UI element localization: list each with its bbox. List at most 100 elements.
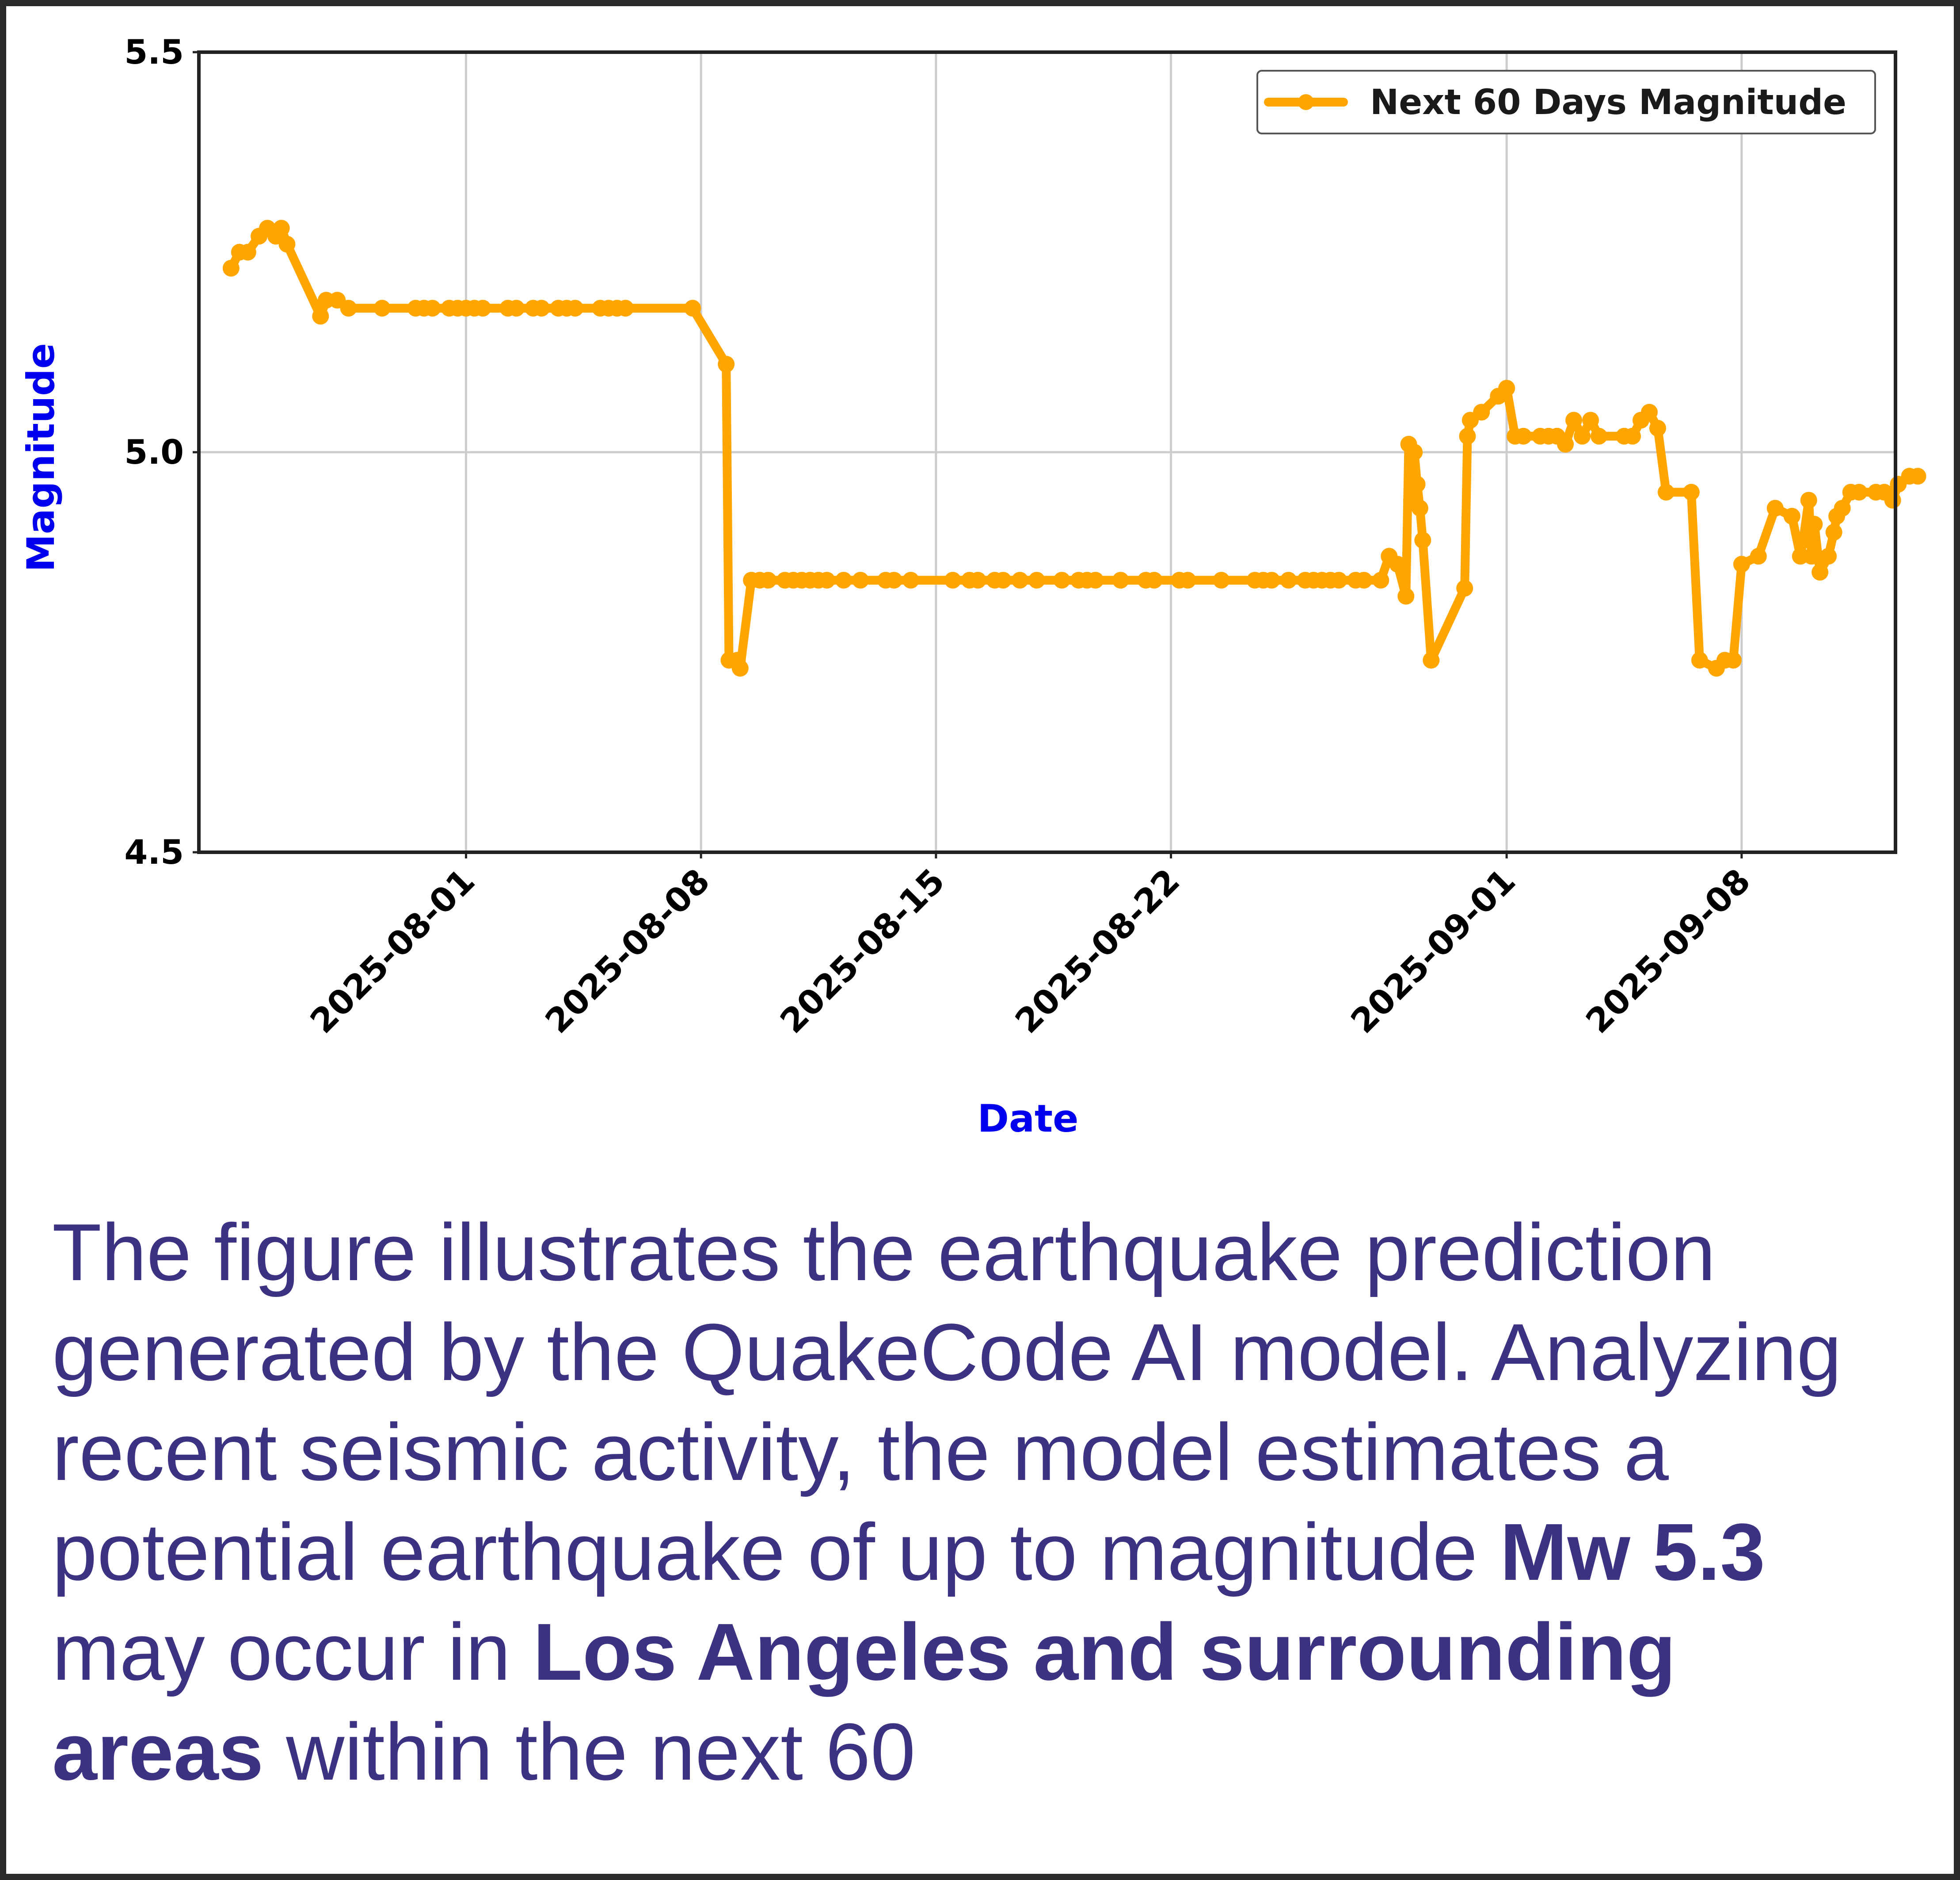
data-point [1820,548,1837,565]
data-point [1355,572,1373,589]
data-point [1795,532,1812,549]
data-point [1624,427,1641,445]
data-point [1408,476,1426,493]
data-point [1641,404,1658,421]
data-point [1825,524,1842,541]
data-point [1806,515,1823,533]
data-point [1658,484,1675,501]
data-point [1591,427,1607,445]
data-point [373,300,391,317]
data-point [1423,652,1440,669]
data-point [1574,427,1591,445]
data-point [902,572,919,589]
data-point [1812,564,1829,581]
data-point [684,300,701,317]
data-point [1456,580,1473,597]
data-point [222,259,240,277]
data-point [1389,556,1406,573]
data-point [1397,587,1415,605]
data-point [1724,652,1742,669]
data-point [1565,412,1583,429]
data-point [1498,380,1515,397]
data-point [1803,548,1820,565]
data-point [1280,572,1297,589]
data-point [1330,572,1347,589]
data-point [1750,548,1767,565]
data-point [1682,484,1700,501]
legend: Next 60 Days Magnitude [1256,70,1876,134]
data-point [1834,500,1851,517]
data-point [1146,572,1163,589]
data-point [1649,419,1666,437]
x-tick-label: 2025-09-08 [1578,861,1758,1041]
data-point [1112,572,1129,589]
x-tick-label: 2025-09-01 [1343,861,1523,1041]
legend-series-marker [1298,94,1314,110]
x-tick-label: 2025-08-22 [1008,861,1187,1041]
caption-location: Los Angeles and surrounding areas [52,1606,1676,1797]
data-point [994,572,1012,589]
data-point [1515,427,1532,445]
data-point [760,572,777,589]
data-point [1459,427,1476,445]
x-tick-label: 2025-08-01 [303,861,483,1041]
y-tick-label: 4.5 [124,832,184,872]
data-point [1800,492,1817,509]
data-point [835,572,852,589]
data-point [278,236,296,253]
data-point [1179,572,1196,589]
y-axis-title: Magnitude [19,343,63,572]
data-point [1053,572,1070,589]
data-point [1557,435,1574,453]
data-point [718,355,735,373]
caption-text: The figure illustrates the earthquake pr… [52,1202,1908,1802]
x-axis-title: Date [978,1097,1079,1141]
data-point [1766,500,1784,517]
y-tick-label: 5.0 [124,432,184,472]
legend-box [1256,70,1876,134]
data-point [1263,572,1280,589]
series-layer [222,220,1926,677]
data-point [731,660,749,677]
caption-part-2: may occur in [52,1606,533,1697]
data-point [1783,507,1800,525]
data-point [1473,404,1490,421]
data-point [1582,412,1599,429]
grid-lines [199,51,1895,854]
data-point [508,300,525,317]
data-point [1850,484,1868,501]
legend-series-label: Next 60 Days Magnitude [1370,83,1846,122]
data-point [424,300,441,317]
series-line [226,224,1922,673]
x-tick-labels: 2025-08-01 2025-08-08 2025-08-15 2025-08-22… [303,852,1758,1041]
data-point [273,220,290,237]
data-point [239,244,256,261]
data-point [969,572,986,589]
x-tick-label: 2025-08-08 [537,861,717,1041]
data-point [312,308,329,325]
data-point [1733,556,1750,573]
line-chart: 4.5 5.0 5.5 2025-08-01 2025-08-08 2025-08-15… [19,32,1926,1141]
data-point [852,572,869,589]
data-point [617,300,634,317]
data-point [1414,532,1431,549]
caption-part-3: within the next 60 [263,1706,916,1797]
data-point [533,300,550,317]
data-point [944,572,961,589]
data-point [340,300,357,317]
caption-magnitude: Mw 5.3 [1500,1506,1766,1597]
data-point [1411,500,1428,517]
data-point [1213,572,1230,589]
data-point [885,572,902,589]
data-point [1909,468,1926,485]
data-point [1406,444,1423,461]
data-point [1691,652,1708,669]
data-point [1884,492,1901,509]
data-point [818,572,835,589]
data-point [1028,572,1045,589]
data-point [1087,572,1104,589]
caption-part-1: The figure illustrates the earthquake pr… [52,1207,1842,1597]
data-point [1372,572,1389,589]
data-point [1011,572,1028,589]
y-tick-label: 5.5 [124,32,184,72]
